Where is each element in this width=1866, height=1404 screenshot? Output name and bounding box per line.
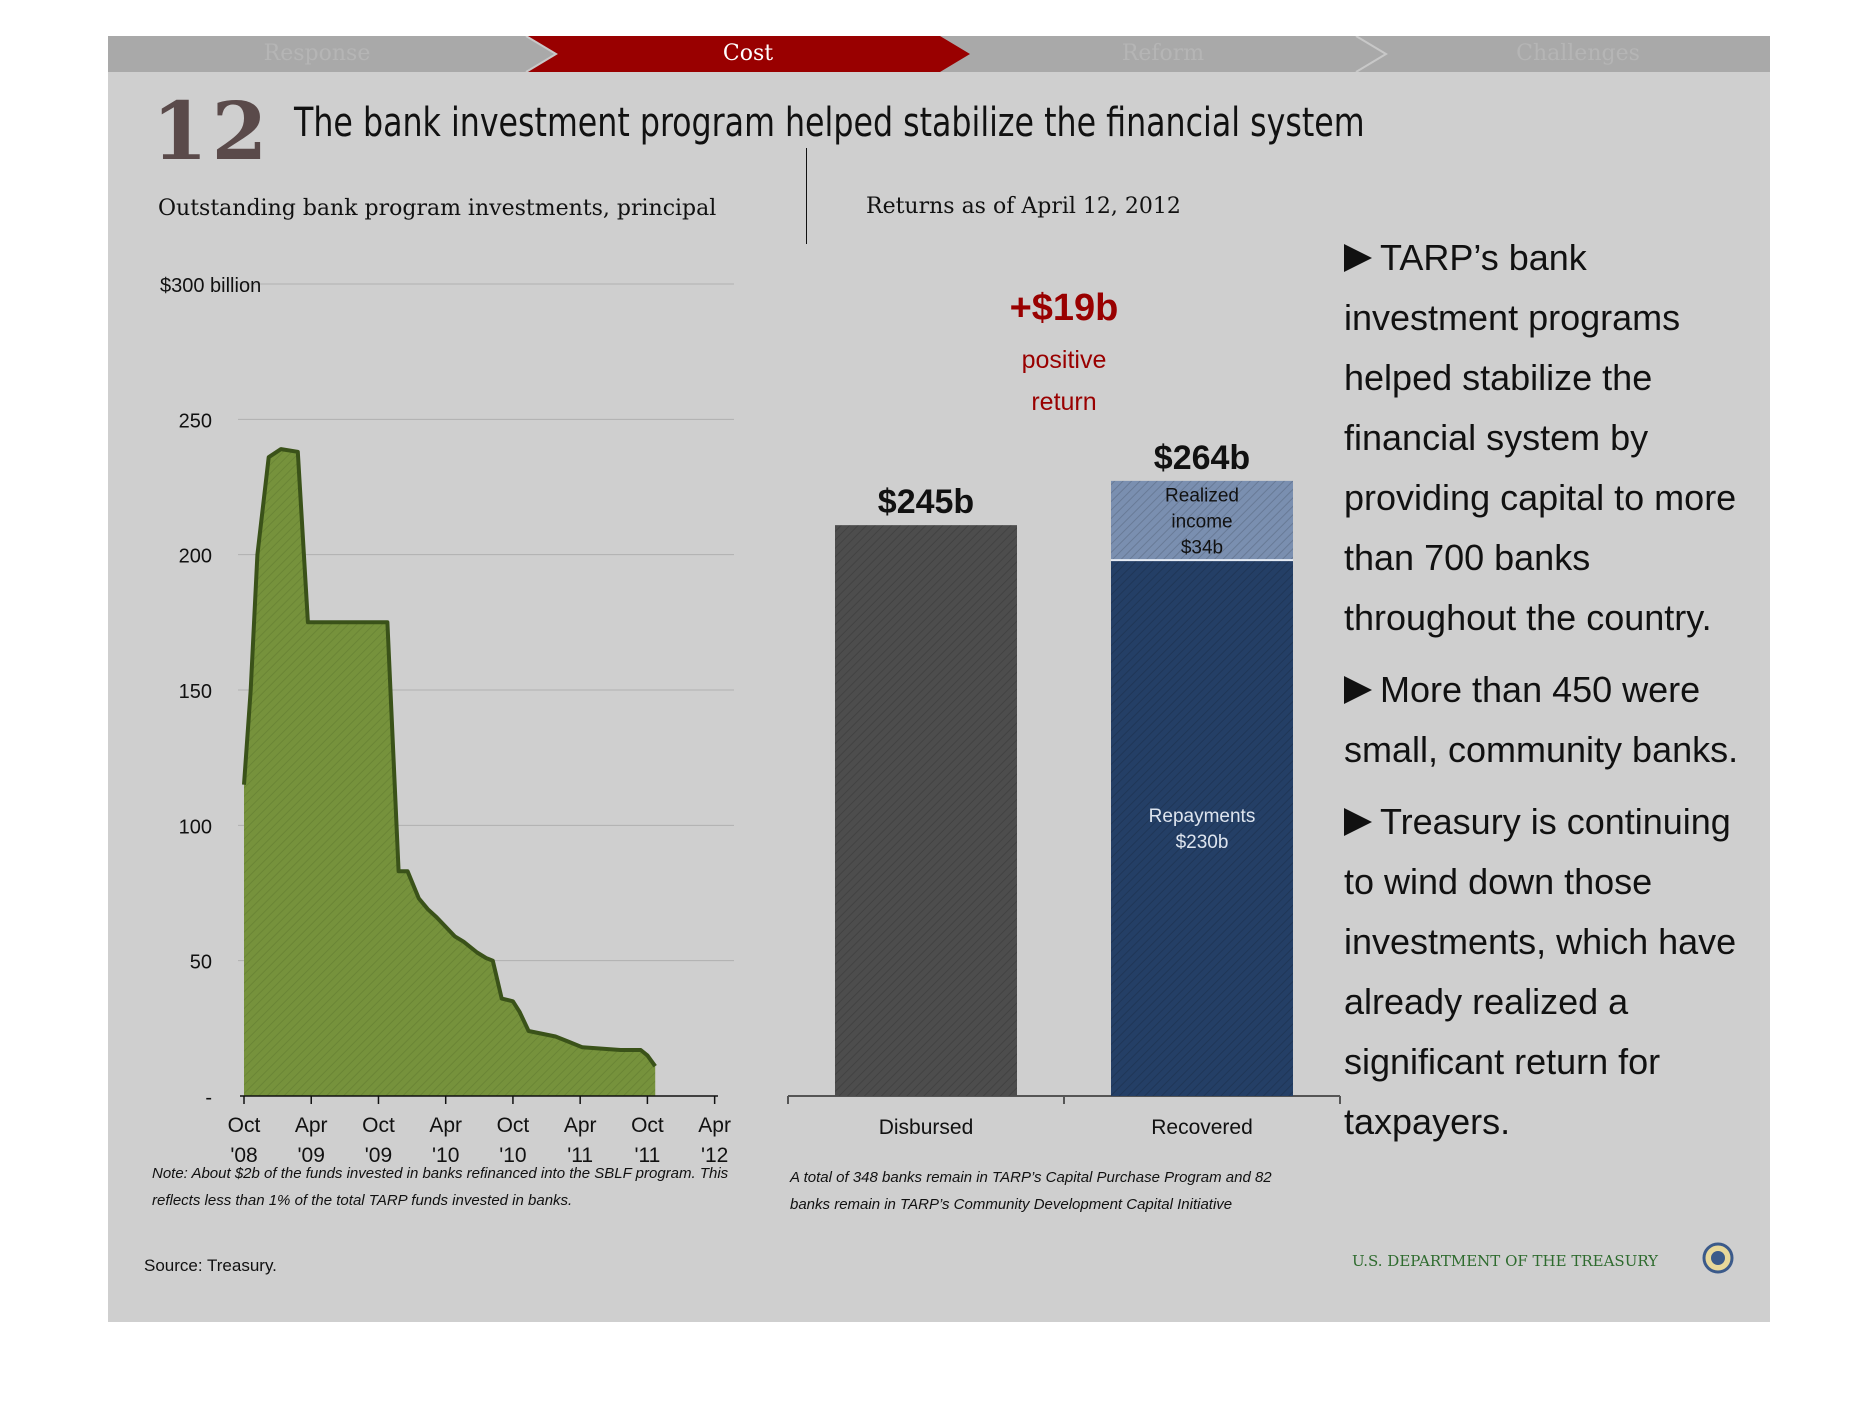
- x-tick-label-18-line1: Apr: [429, 1114, 462, 1137]
- tab-response[interactable]: Response: [263, 41, 371, 66]
- bullet-3-text: Treasury is continuing to wind down thos…: [1344, 801, 1737, 1142]
- area-outline: [242, 447, 657, 1068]
- y-tick-label-50: 50: [190, 952, 212, 974]
- bar-category-recovered: Recovered: [1151, 1116, 1253, 1139]
- x-tick-label-24-line1: Oct: [497, 1114, 530, 1137]
- tab-cost[interactable]: Cost: [722, 41, 774, 66]
- bullet-2: More than 450 were small, community bank…: [1344, 660, 1764, 780]
- area-fill: [244, 449, 656, 1097]
- bar-total-recovered: $264b: [1154, 439, 1250, 477]
- y-tick-label-0: -: [205, 1087, 212, 1109]
- x-tick-label-30-line1: Apr: [564, 1114, 597, 1137]
- difference-caption-0: positive: [1022, 346, 1107, 374]
- bullet-2-text: More than 450 were small, community bank…: [1344, 669, 1739, 770]
- y-tick-label-300: $300 billion: [160, 275, 261, 297]
- x-tick-label-12-line1: Oct: [362, 1114, 395, 1137]
- bar-total-disbursed: $245b: [878, 483, 974, 521]
- segment-label-realized-income-0: Realized: [1165, 485, 1239, 506]
- slide-number: 12: [152, 84, 272, 178]
- x-tick-label-30-line2: '11: [567, 1144, 593, 1167]
- bullet-1: TARP’s bank investment programs helped s…: [1344, 228, 1764, 648]
- x-tick-label-18-line2: '10: [432, 1144, 459, 1167]
- x-tick-label-6-line1: Apr: [295, 1114, 328, 1137]
- x-tick-label-0-line1: Oct: [228, 1114, 261, 1137]
- x-tick-label-36-line1: Oct: [631, 1114, 664, 1137]
- segment-label-realized-income-2: $34b: [1181, 537, 1223, 558]
- key-points: TARP’s bank investment programs helped s…: [1344, 228, 1764, 1164]
- x-tick-label-0-line2: '08: [230, 1144, 257, 1167]
- triangle-bullet-icon: [1344, 676, 1372, 704]
- x-tick-label-42-line1: Apr: [698, 1114, 731, 1137]
- triangle-bullet-icon: [1344, 808, 1372, 836]
- left-chart-subtitle: Outstanding bank program investments, pr…: [158, 196, 717, 221]
- difference-caption-1: return: [1031, 388, 1096, 416]
- tab-reform[interactable]: Reform: [1121, 41, 1205, 66]
- y-tick-label-100: 100: [179, 816, 212, 838]
- y-tick-label-150: 150: [179, 681, 212, 703]
- tab-challenges[interactable]: Challenges: [1516, 41, 1640, 66]
- x-tick-label-12-line2: '09: [365, 1144, 392, 1167]
- right-chart-note: A total of 348 banks remain in TARP’s Ca…: [790, 1169, 1272, 1213]
- nav-arrows: [525, 36, 1388, 72]
- slide-title: The bank investment program helped stabi…: [294, 100, 1365, 146]
- x-tick-label-36-line2: '11: [634, 1144, 660, 1167]
- slide: Response Cost Reform Challenges 12 The b…: [108, 36, 1770, 1322]
- x-tick-label-42-line2: '12: [701, 1144, 728, 1167]
- right-chart-subtitle: Returns as of April 12, 2012: [866, 194, 1181, 219]
- segment-label-realized-income-1: income: [1171, 511, 1232, 532]
- y-tick-label-200: 200: [179, 546, 212, 568]
- outstanding-investments-chart: - 50 100 150 200 250 $300 billion Oct '08 Apr '09 O…: [160, 275, 734, 1167]
- bar-disbursed-disbursed: [835, 525, 1017, 1096]
- section-nav: Response Cost Reform Challenges: [108, 36, 1770, 72]
- source-note: Source: Treasury.: [144, 1256, 277, 1275]
- difference-value: +$19b: [1010, 287, 1119, 329]
- bar-recovered-repayments: [1111, 560, 1293, 1096]
- segment-label-repayments-0: Repayments: [1149, 806, 1256, 827]
- bar-category-disbursed: Disbursed: [879, 1116, 974, 1139]
- bullet-1-text: TARP’s bank investment programs helped s…: [1344, 237, 1737, 638]
- subtitle-divider: [806, 148, 807, 244]
- returns-bar-chart: $245b Disbursed Repayments $230b Realized inc…: [787, 287, 1341, 1139]
- segment-label-repayments-1: $230b: [1176, 832, 1229, 853]
- treasury-wordmark: U.S. DEPARTMENT OF THE TREASURY: [1352, 1252, 1659, 1270]
- bar-recovered-realized-income: [1111, 480, 1293, 561]
- triangle-bullet-icon: [1344, 244, 1372, 272]
- x-tick-label-24-line2: '10: [499, 1144, 526, 1167]
- y-tick-label-250: 250: [179, 410, 212, 432]
- left-chart-note: Note: About $2b of the funds invested in…: [152, 1165, 729, 1209]
- x-tick-label-6-line2: '09: [298, 1144, 325, 1167]
- bullet-3: Treasury is continuing to wind down thos…: [1344, 792, 1764, 1152]
- treasury-seal-icon: [1702, 1242, 1734, 1274]
